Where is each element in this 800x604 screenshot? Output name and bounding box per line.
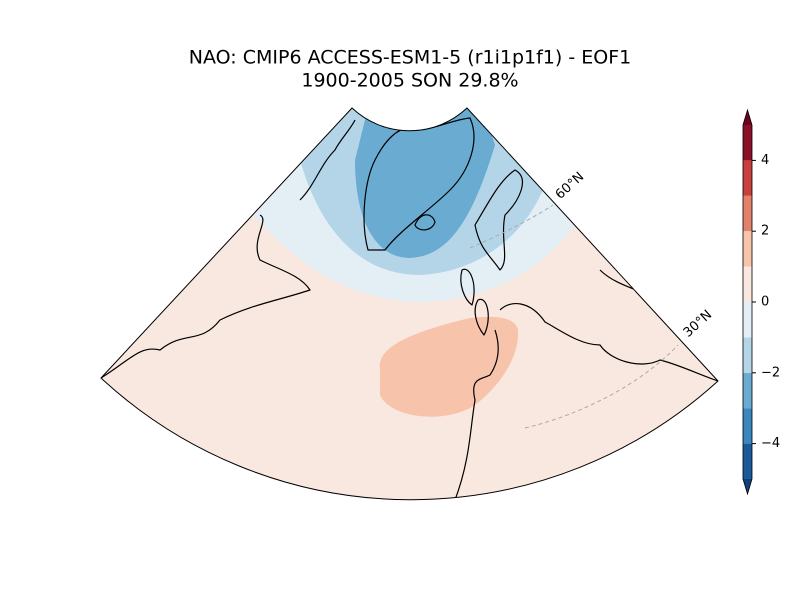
colorbar-segment bbox=[743, 125, 752, 161]
colorbar-tick-label: 2 bbox=[761, 224, 769, 239]
coastline bbox=[454, 329, 499, 500]
map-frame bbox=[100, 107, 719, 501]
colorbar-tick-label: −2 bbox=[761, 365, 780, 380]
colorbar-segment bbox=[743, 337, 752, 373]
colorbar-segment bbox=[743, 372, 752, 409]
gridline-30n bbox=[524, 344, 679, 429]
colorbar-tick-label: −4 bbox=[761, 436, 780, 451]
colorbar-outline bbox=[742, 108, 753, 496]
gridline-60n bbox=[469, 204, 554, 249]
coastline bbox=[101, 214, 311, 379]
colorbar-segment bbox=[743, 266, 752, 302]
title: NAO: CMIP6 ACCESS-ESM1-5 (r1i1p1f1) - EO… bbox=[189, 47, 631, 69]
colorbar-segment bbox=[743, 195, 752, 232]
map bbox=[101, 108, 718, 500]
colorbar-tick-label: 0 bbox=[761, 295, 769, 310]
contour-fill bbox=[379, 316, 519, 417]
coastline bbox=[474, 169, 523, 271]
coastline bbox=[299, 119, 356, 201]
coastline bbox=[414, 214, 436, 231]
gridline-label: 30°N bbox=[681, 307, 715, 340]
colorbar: −4 −2 0 2 4 bbox=[742, 108, 780, 496]
colorbar-extend-under bbox=[743, 479, 752, 494]
coastline bbox=[499, 303, 718, 382]
gridline-label: 60°N bbox=[553, 169, 587, 202]
colorbar-segment bbox=[743, 231, 752, 267]
colorbar-extend-over bbox=[743, 110, 752, 125]
contour-fill bbox=[355, 108, 495, 258]
subtitle: 1900-2005 SON 29.8% bbox=[301, 70, 518, 92]
colorbar-segment bbox=[743, 302, 752, 338]
coastline bbox=[363, 117, 475, 251]
colorbar-segment bbox=[743, 443, 752, 479]
colorbar-tick-label: 4 bbox=[761, 153, 769, 168]
colorbar-segment bbox=[743, 408, 752, 444]
coastline bbox=[460, 268, 489, 336]
colorbar-segment bbox=[743, 160, 752, 196]
